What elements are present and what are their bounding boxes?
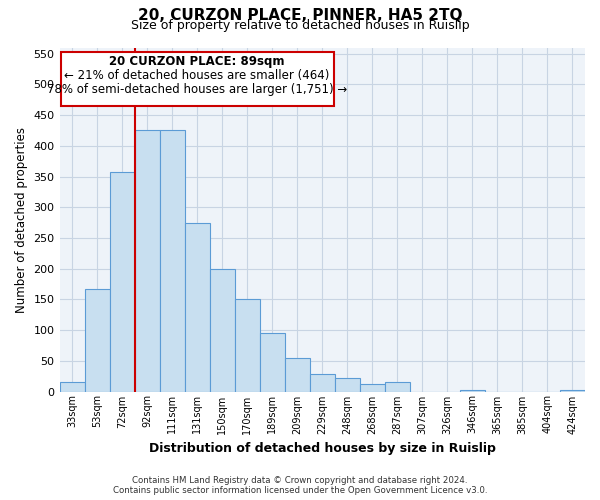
Bar bbox=[460, 390, 485, 392]
Bar bbox=[209, 268, 235, 392]
Bar bbox=[285, 358, 310, 392]
Bar bbox=[110, 172, 134, 392]
Bar bbox=[310, 374, 335, 392]
Bar bbox=[385, 382, 410, 392]
Bar bbox=[59, 382, 85, 392]
Text: 20 CURZON PLACE: 89sqm: 20 CURZON PLACE: 89sqm bbox=[109, 55, 285, 68]
Bar bbox=[260, 333, 285, 392]
Text: Size of property relative to detached houses in Ruislip: Size of property relative to detached ho… bbox=[131, 19, 469, 32]
X-axis label: Distribution of detached houses by size in Ruislip: Distribution of detached houses by size … bbox=[149, 442, 496, 455]
Bar bbox=[160, 130, 185, 392]
Text: ← 21% of detached houses are smaller (464): ← 21% of detached houses are smaller (46… bbox=[64, 69, 330, 82]
Text: 78% of semi-detached houses are larger (1,751) →: 78% of semi-detached houses are larger (… bbox=[47, 83, 347, 96]
Bar bbox=[235, 300, 260, 392]
Bar bbox=[85, 289, 110, 392]
Text: Contains HM Land Registry data © Crown copyright and database right 2024.
Contai: Contains HM Land Registry data © Crown c… bbox=[113, 476, 487, 495]
Text: 20, CURZON PLACE, PINNER, HA5 2TQ: 20, CURZON PLACE, PINNER, HA5 2TQ bbox=[138, 8, 462, 22]
Bar bbox=[185, 222, 209, 392]
FancyBboxPatch shape bbox=[61, 52, 334, 106]
Y-axis label: Number of detached properties: Number of detached properties bbox=[15, 126, 28, 312]
Bar bbox=[134, 130, 160, 392]
Bar bbox=[335, 378, 360, 392]
Bar bbox=[560, 390, 585, 392]
Bar bbox=[360, 384, 385, 392]
